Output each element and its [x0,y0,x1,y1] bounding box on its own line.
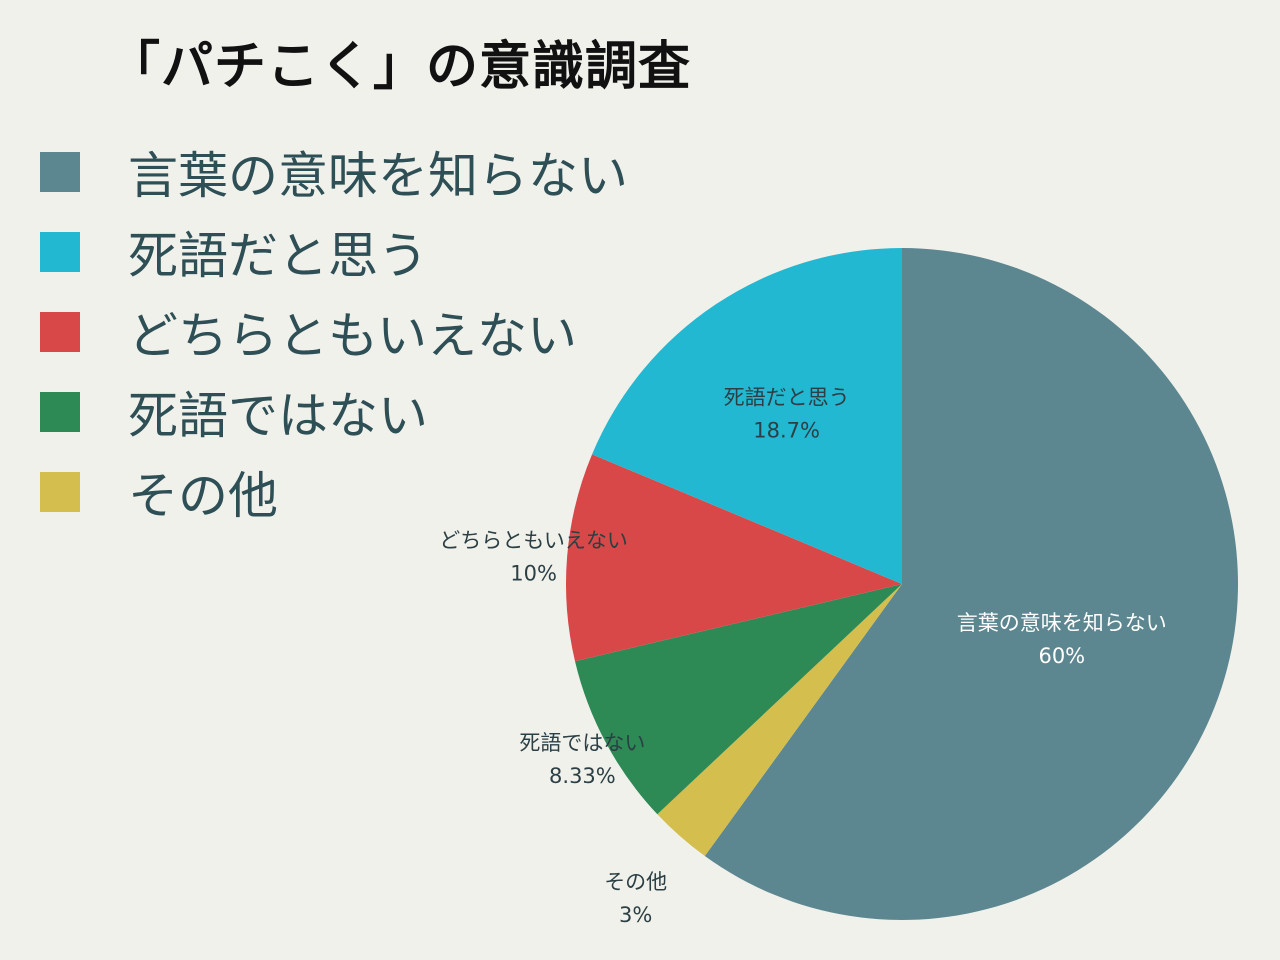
legend-item: 死語だと思う [40,212,628,292]
slice-value-label: 8.33% [549,764,616,788]
legend-label: 死語ではない [128,387,428,445]
slice-value-label: 60% [1038,644,1085,668]
legend-label: 言葉の意味を知らない [128,147,628,205]
pie-slice [592,248,902,584]
legend-label: その他 [128,467,278,525]
pie-slice [657,584,902,857]
legend-swatch [40,472,80,512]
pie-slice [575,584,902,815]
legend-item: 死語ではない [40,372,628,452]
slice-label: 言葉の意味を知らない [957,611,1167,635]
slice-value-label: 18.7% [753,419,820,443]
legend-label: 死語だと思う [128,227,428,285]
legend: 言葉の意味を知らない 死語だと思う どちらともいえない 死語ではない その他 [40,132,628,532]
chart-title: 「パチこく」の意識調査 [108,37,692,97]
pie-slice [566,454,902,662]
legend-item: どちらともいえない [40,292,628,372]
slice-label: その他 [604,870,667,894]
legend-swatch [40,312,80,352]
legend-swatch [40,232,80,272]
legend-swatch [40,392,80,432]
legend-swatch [40,152,80,192]
slice-value-label: 3% [619,903,652,927]
legend-label: どちらともいえない [128,307,577,365]
slice-value-label: 10% [510,562,557,586]
slice-label: 死語ではない [519,731,645,755]
pie-slice [704,248,1239,921]
slice-label: どちらともいえない [439,529,628,553]
slice-label: 死語だと思う [724,386,850,410]
legend-item: 言葉の意味を知らない [40,132,628,212]
legend-item: その他 [40,452,628,532]
